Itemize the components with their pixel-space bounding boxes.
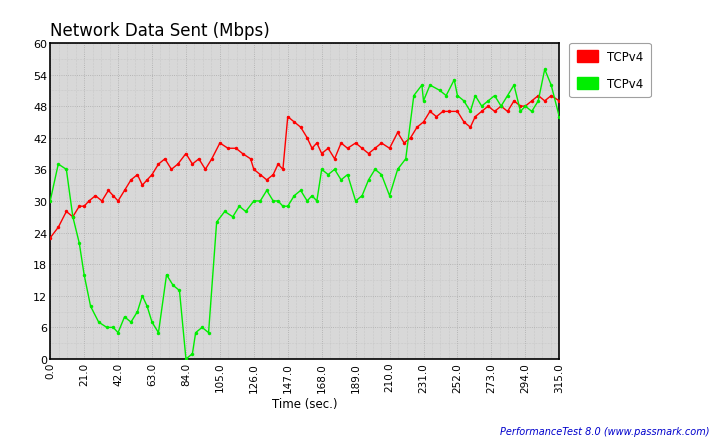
Text: Network Data Sent (Mbps): Network Data Sent (Mbps): [50, 21, 270, 39]
Text: PerformanceTest 8.0 (www.passmark.com): PerformanceTest 8.0 (www.passmark.com): [500, 426, 710, 436]
Legend: TCPv4, TCPv4: TCPv4, TCPv4: [569, 44, 650, 98]
X-axis label: Time (sec.): Time (sec.): [272, 397, 338, 410]
